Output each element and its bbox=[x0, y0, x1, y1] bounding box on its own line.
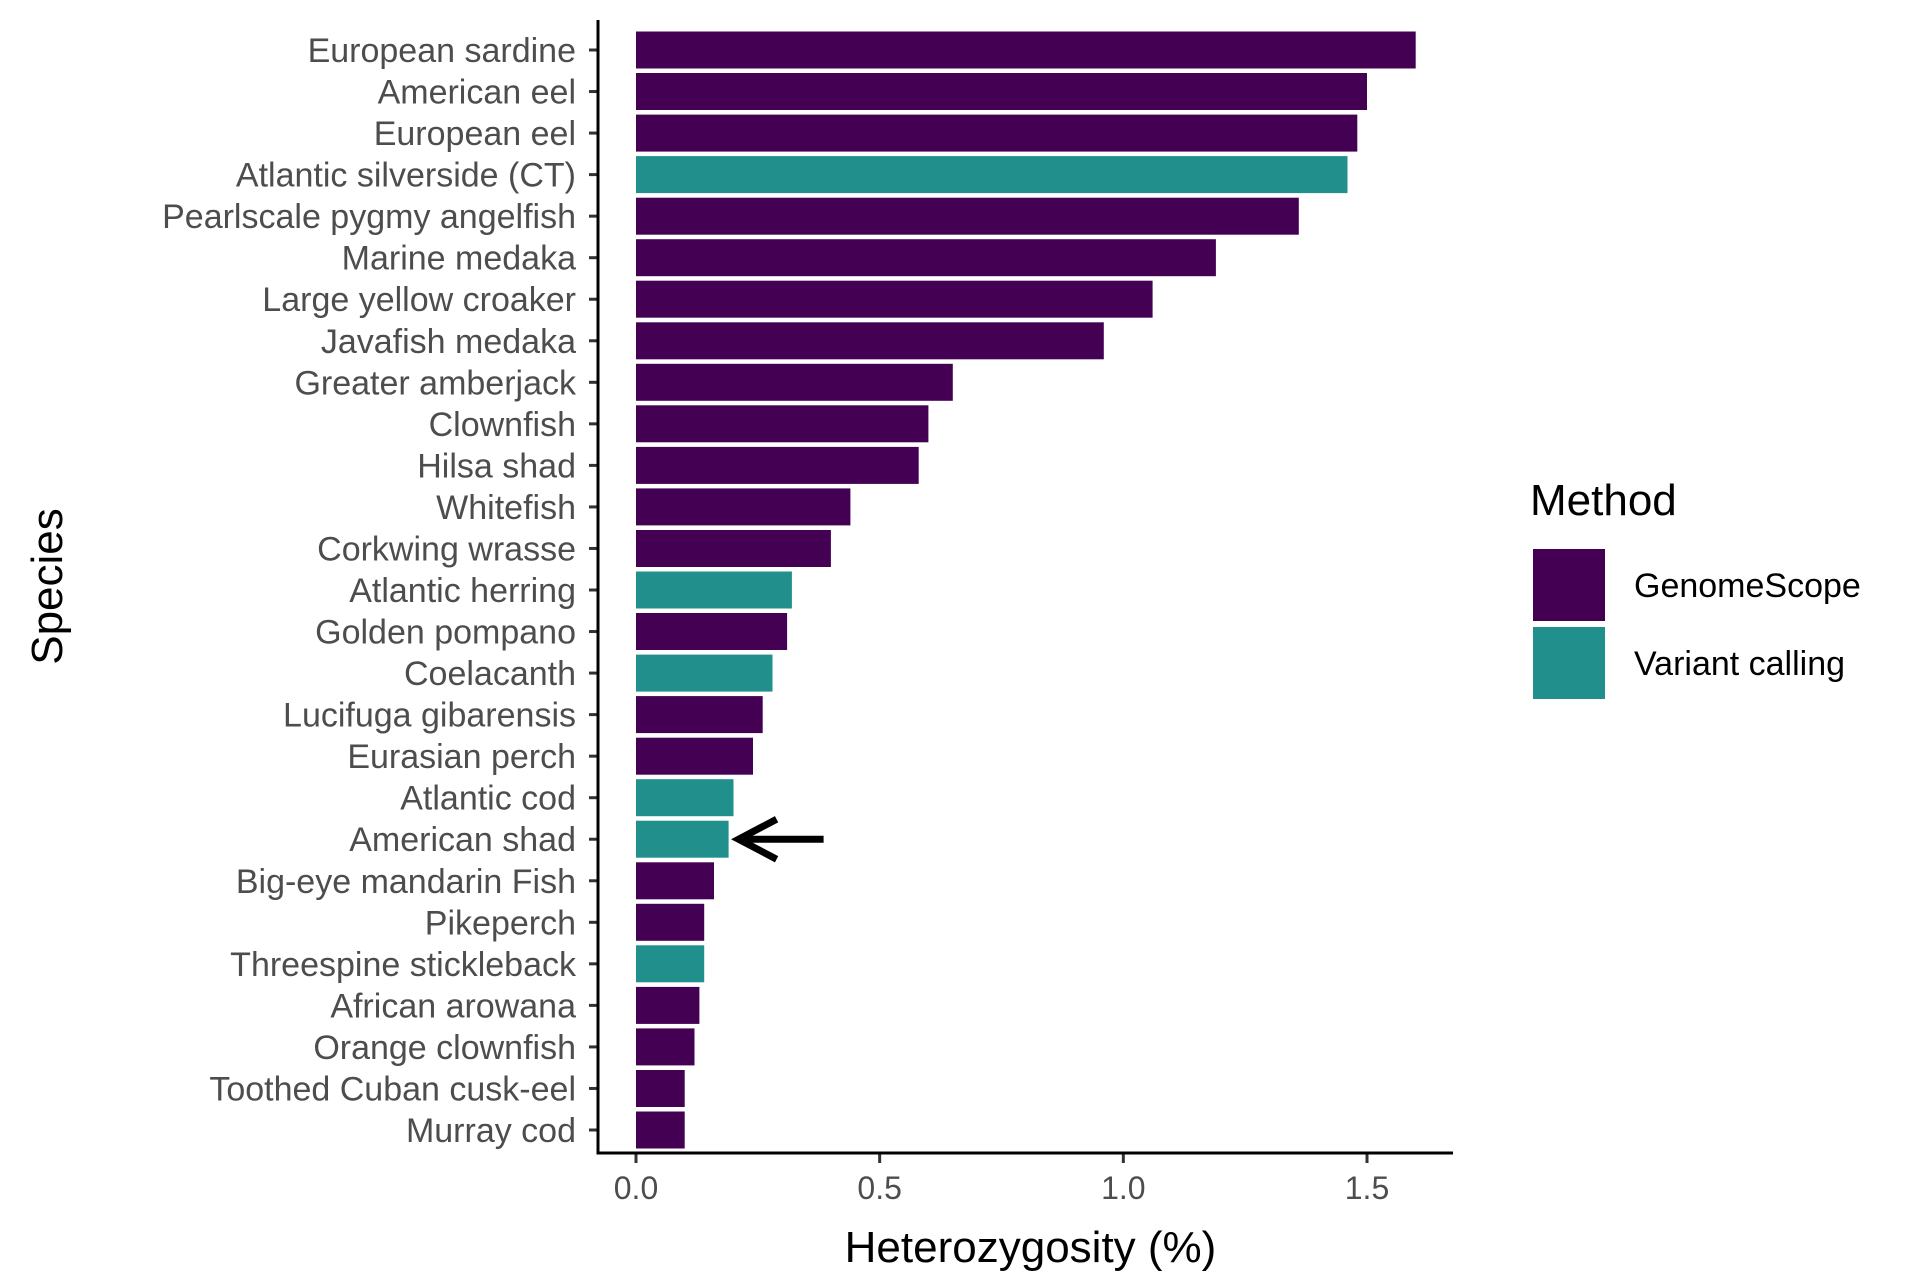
bar-corkwing-wrasse bbox=[636, 530, 831, 567]
y-label-american-eel: American eel bbox=[378, 74, 576, 112]
y-label-hilsa-shad: Hilsa shad bbox=[417, 447, 576, 485]
x-tick-label-2: 1.0 bbox=[1101, 1170, 1145, 1206]
legend-swatch-genomescope bbox=[1533, 549, 1605, 621]
y-label-american-shad: American shad bbox=[349, 821, 576, 859]
bar-european-eel bbox=[636, 114, 1358, 152]
bar-european-sardine bbox=[636, 31, 1416, 69]
x-tick-label-1: 0.5 bbox=[857, 1170, 901, 1206]
y-label-big-eye-mandarin-fish: Big-eye mandarin Fish bbox=[236, 863, 576, 901]
bar-eurasian-perch bbox=[636, 737, 753, 775]
american-shad-arrow-annotation bbox=[731, 816, 824, 863]
bar-pearlscale-pygmy-angelfish bbox=[636, 197, 1299, 235]
legend-title: Method bbox=[1530, 476, 1677, 525]
bar-big-eye-mandarin-fish bbox=[636, 862, 714, 900]
bar-golden-pompano bbox=[636, 613, 788, 650]
bar-greater-amberjack bbox=[636, 363, 953, 401]
legend: Method GenomeScope Variant calling bbox=[1530, 476, 1861, 699]
x-tick-label-0: 0.0 bbox=[614, 1170, 658, 1206]
bar-whitefish bbox=[636, 488, 851, 526]
y-label-atlantic-silverside-ct: Atlantic silverside (CT) bbox=[236, 157, 576, 195]
x-tick-label-3: 1.5 bbox=[1345, 1170, 1389, 1206]
bar-american-eel bbox=[636, 73, 1367, 110]
y-label-greater-amberjack: Greater amberjack bbox=[294, 364, 577, 402]
bar-atlantic-herring bbox=[636, 571, 792, 609]
bar-large-yellow-croaker bbox=[636, 280, 1153, 318]
bar-clownfish bbox=[636, 405, 929, 443]
y-label-toothed-cuban-cusk-eel: Toothed Cuban cusk-eel bbox=[209, 1070, 576, 1108]
y-label-european-sardine: European sardine bbox=[308, 32, 576, 70]
bar-murray-cod bbox=[636, 1111, 685, 1149]
bar-toothed-cuban-cusk-eel bbox=[636, 1070, 685, 1107]
bars-group bbox=[636, 31, 1416, 1149]
bar-lucifuga-gibarensis bbox=[636, 696, 763, 734]
y-label-threespine-stickleback: Threespine stickleback bbox=[230, 946, 577, 984]
bar-orange-clownfish bbox=[636, 1028, 695, 1066]
y-label-pearlscale-pygmy-angelfish: Pearlscale pygmy angelfish bbox=[162, 198, 576, 236]
legend-label-genomescope: GenomeScope bbox=[1634, 567, 1861, 605]
y-label-eurasian-perch: Eurasian perch bbox=[347, 738, 576, 776]
bar-hilsa-shad bbox=[636, 446, 919, 484]
y-label-african-arowana: African arowana bbox=[330, 987, 576, 1025]
legend-swatch-variant-calling bbox=[1533, 627, 1605, 699]
bar-javafish-medaka bbox=[636, 322, 1104, 360]
y-axis-title: Species bbox=[23, 508, 72, 665]
legend-label-variant-calling: Variant calling bbox=[1634, 645, 1845, 683]
y-label-marine-medaka: Marine medaka bbox=[342, 240, 576, 278]
y-label-murray-cod: Murray cod bbox=[406, 1112, 576, 1150]
y-label-atlantic-herring: Atlantic herring bbox=[349, 572, 576, 610]
y-label-coelacanth: Coelacanth bbox=[404, 655, 576, 693]
y-label-large-yellow-croaker: Large yellow croaker bbox=[262, 281, 576, 319]
y-label-golden-pompano: Golden pompano bbox=[315, 614, 576, 652]
y-label-european-eel: European eel bbox=[374, 115, 576, 153]
bar-threespine-stickleback bbox=[636, 945, 705, 983]
y-label-lucifuga-gibarensis: Lucifuga gibarensis bbox=[283, 697, 576, 735]
x-axis: 0.0 0.5 1.0 1.5 bbox=[614, 1153, 1389, 1206]
bar-atlantic-silverside-ct bbox=[636, 156, 1348, 194]
bar-pikeperch bbox=[636, 903, 705, 941]
bar-african-arowana bbox=[636, 986, 700, 1024]
bar-atlantic-cod bbox=[636, 779, 734, 817]
arrow-head bbox=[731, 816, 779, 863]
bar-american-shad bbox=[636, 820, 729, 858]
y-label-clownfish: Clownfish bbox=[429, 406, 576, 444]
y-label-whitefish: Whitefish bbox=[436, 489, 576, 527]
y-label-javafish-medaka: Javafish medaka bbox=[321, 323, 576, 361]
bar-marine-medaka bbox=[636, 239, 1216, 277]
y-label-atlantic-cod: Atlantic cod bbox=[400, 780, 576, 818]
y-label-pikeperch: Pikeperch bbox=[425, 904, 576, 942]
x-axis-title: Heterozygosity (%) bbox=[845, 1223, 1217, 1272]
y-label-corkwing-wrasse: Corkwing wrasse bbox=[317, 530, 576, 568]
y-label-orange-clownfish: Orange clownfish bbox=[313, 1029, 576, 1067]
bar-coelacanth bbox=[636, 654, 773, 692]
